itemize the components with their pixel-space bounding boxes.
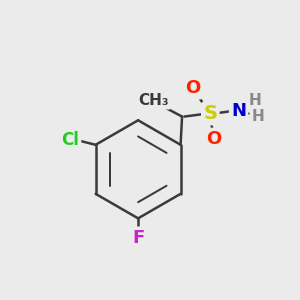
Text: N: N — [231, 102, 246, 120]
Text: H: H — [248, 93, 261, 108]
Text: H: H — [251, 109, 264, 124]
Text: F: F — [132, 229, 144, 247]
Text: CH₃: CH₃ — [139, 93, 169, 108]
Text: Cl: Cl — [61, 131, 79, 149]
Text: S: S — [203, 104, 217, 123]
Text: O: O — [185, 79, 200, 97]
Text: O: O — [206, 130, 221, 148]
